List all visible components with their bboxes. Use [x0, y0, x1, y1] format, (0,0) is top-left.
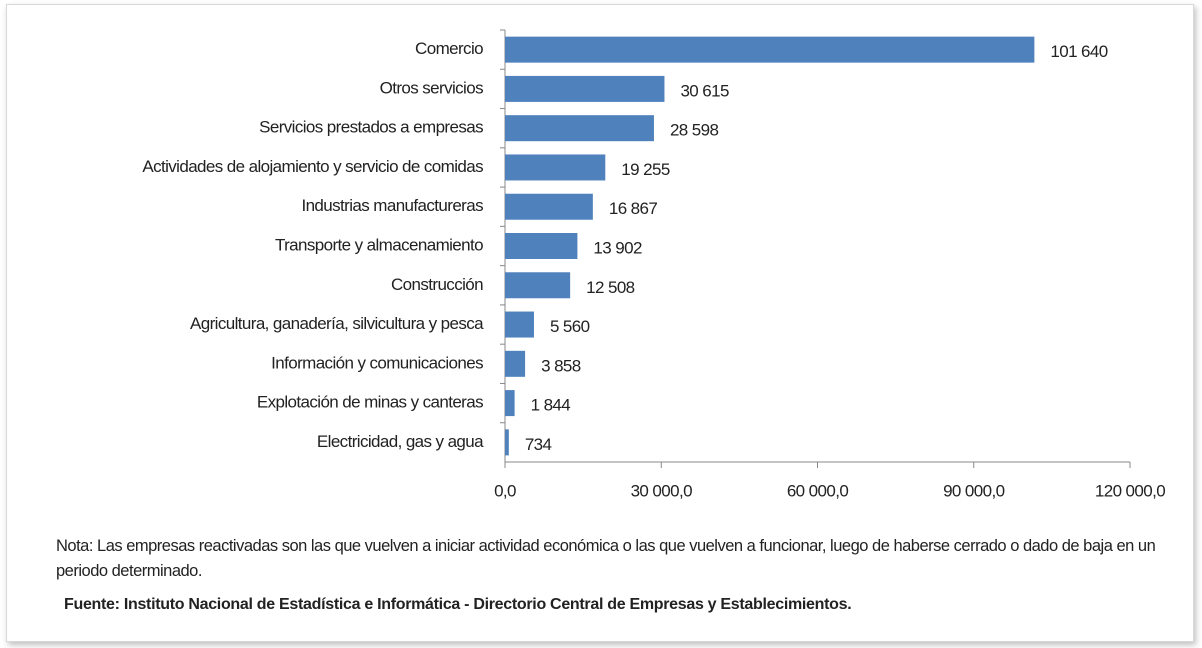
y-tick-label: Construcción	[391, 275, 483, 294]
y-tick-label: Servicios prestados a empresas	[259, 118, 483, 137]
y-tick-label: Electricidad, gas y agua	[317, 432, 484, 451]
value-label: 734	[525, 435, 552, 454]
frame	[6, 4, 1194, 642]
value-label: 30 615	[680, 81, 729, 100]
value-label: 12 508	[586, 278, 635, 297]
value-label: 13 902	[593, 238, 642, 257]
bar	[505, 350, 526, 377]
y-tick-label: Agricultura, ganadería, silvicultura y p…	[190, 314, 484, 333]
bar	[505, 154, 606, 181]
y-tick-label: Transporte y almacenamiento	[275, 235, 483, 254]
x-tick-label: 120 000,0	[1095, 481, 1165, 500]
bar	[505, 75, 665, 102]
note: Nota: Las empresas reactivadas son las q…	[56, 537, 1156, 580]
bar	[505, 193, 593, 220]
y-tick-label: Otros servicios	[380, 78, 484, 97]
bar	[505, 272, 571, 299]
y-tick-label: Industrias manufactureras	[301, 196, 483, 215]
value-label: 1 844	[531, 396, 571, 415]
x-tick-label: 30 000,0	[631, 481, 693, 500]
bar	[505, 429, 509, 456]
value-label: 19 255	[621, 160, 670, 179]
value-label: 101 640	[1050, 42, 1107, 61]
bar	[505, 115, 654, 142]
x-tick-label: 90 000,0	[943, 481, 1005, 500]
bar	[505, 36, 1035, 63]
value-label: 3 858	[541, 356, 581, 375]
bar	[505, 311, 534, 338]
x-tick-label: 60 000,0	[787, 481, 849, 500]
y-tick-label: Información y comunicaciones	[271, 353, 483, 372]
value-label: 28 598	[670, 121, 719, 140]
bar	[505, 390, 515, 417]
value-label: 16 867	[609, 199, 658, 218]
source: Fuente: Instituto Nacional de Estadístic…	[64, 596, 852, 613]
y-tick-label: Explotación de minas y canteras	[257, 393, 483, 412]
bar	[505, 233, 578, 259]
y-tick-label: Actividades de alojamiento y servicio de…	[142, 157, 483, 176]
x-tick-label: 0,0	[494, 481, 516, 500]
value-label: 5 560	[550, 317, 590, 336]
y-tick-label: Comercio	[415, 39, 483, 58]
